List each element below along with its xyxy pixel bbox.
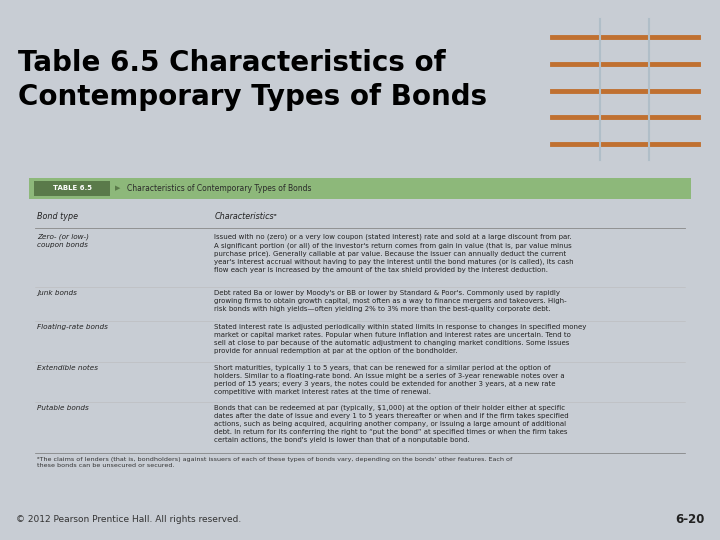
Text: Bonds that can be redeemed at par (typically, $1,000) at the option of their hol: Bonds that can be redeemed at par (typic… bbox=[215, 404, 569, 443]
Text: Issued with no (zero) or a very low coupon (stated interest) rate and sold at a : Issued with no (zero) or a very low coup… bbox=[215, 234, 574, 273]
Text: Zero- (or low-)
coupon bonds: Zero- (or low-) coupon bonds bbox=[37, 234, 89, 248]
Text: ▶: ▶ bbox=[115, 185, 120, 192]
Text: Characteristicsᵃ: Characteristicsᵃ bbox=[215, 212, 277, 221]
Text: TABLE 6.5: TABLE 6.5 bbox=[53, 185, 91, 192]
Bar bbox=[34, 181, 110, 196]
Text: Putable bonds: Putable bonds bbox=[37, 404, 89, 411]
Text: Junk bonds: Junk bonds bbox=[37, 290, 76, 296]
Text: Debt rated Ba or lower by Moody's or BB or lower by Standard & Poor's. Commonly : Debt rated Ba or lower by Moody's or BB … bbox=[215, 290, 567, 312]
Text: Table 6.5 Characteristics of
Contemporary Types of Bonds: Table 6.5 Characteristics of Contemporar… bbox=[18, 49, 487, 111]
Text: Bond type: Bond type bbox=[37, 212, 78, 221]
Text: Short maturities, typically 1 to 5 years, that can be renewed for a similar peri: Short maturities, typically 1 to 5 years… bbox=[215, 365, 565, 395]
Text: ᵃThe claims of lenders (that is, bondholders) against issuers of each of these t: ᵃThe claims of lenders (that is, bondhol… bbox=[37, 457, 512, 468]
Text: © 2012 Pearson Prentice Hall. All rights reserved.: © 2012 Pearson Prentice Hall. All rights… bbox=[16, 515, 241, 524]
Text: Stated interest rate is adjusted periodically within stated limits in response t: Stated interest rate is adjusted periodi… bbox=[215, 324, 587, 354]
Text: 6-20: 6-20 bbox=[675, 513, 704, 526]
Text: Characteristics of Contemporary Types of Bonds: Characteristics of Contemporary Types of… bbox=[127, 184, 311, 193]
Bar bbox=[29, 178, 691, 199]
Text: Extendible notes: Extendible notes bbox=[37, 365, 98, 371]
Text: Floating-rate bonds: Floating-rate bonds bbox=[37, 324, 107, 330]
